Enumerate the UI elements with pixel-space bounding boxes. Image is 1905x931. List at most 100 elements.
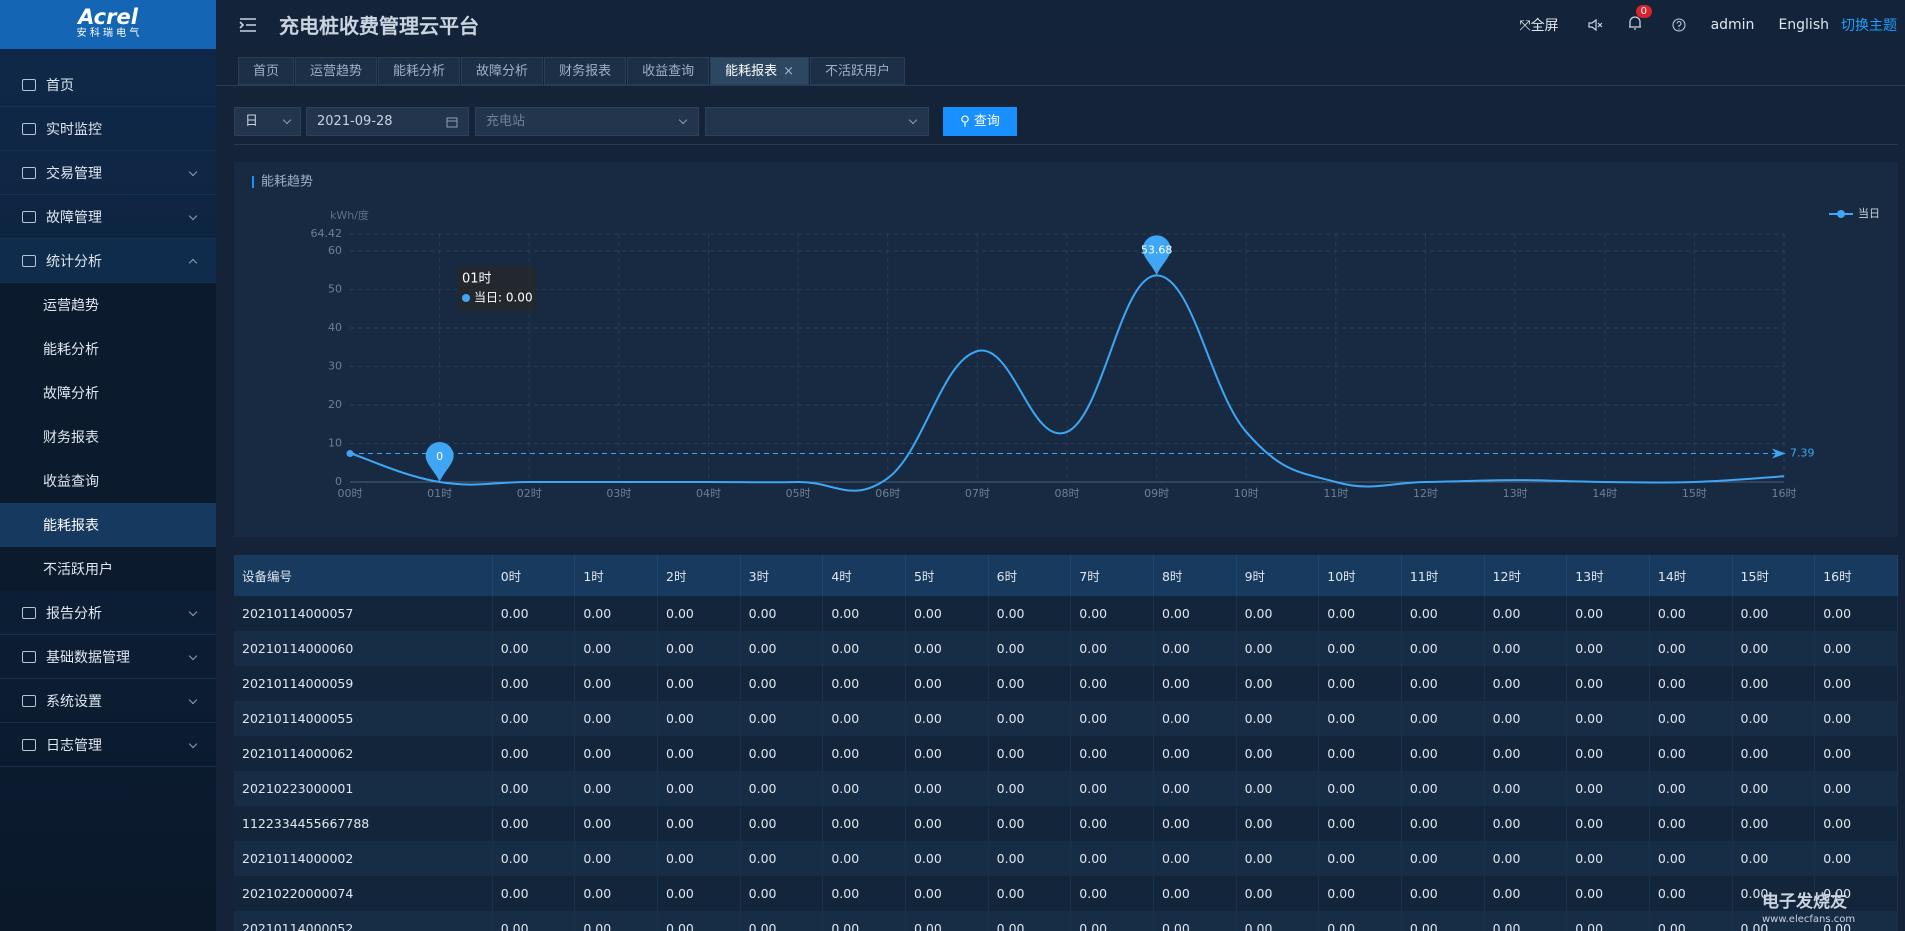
submenu-item[interactable]: 故障分析 [0, 371, 216, 415]
column-header: 设备编号 [234, 555, 493, 596]
legend-dot [1837, 210, 1845, 218]
column-header: 7时 [1070, 555, 1154, 596]
table-cell: 20210114000062 [234, 736, 493, 771]
table-cell: 0.00 [1649, 666, 1733, 701]
table-cell: 0.00 [822, 666, 906, 701]
mark-pin [425, 442, 454, 482]
table-cell: 0.00 [1236, 596, 1320, 631]
column-header: 8时 [1153, 555, 1237, 596]
table-cell: 0.00 [1814, 841, 1898, 876]
menu-item[interactable]: 交易管理 [0, 151, 216, 195]
table-cell: 0.00 [1732, 911, 1816, 931]
menu-item[interactable]: 基础数据管理 [0, 635, 216, 679]
table-cell: 0.00 [905, 666, 989, 701]
y-tick-label: 10 [328, 437, 342, 450]
menu-item[interactable]: 故障管理 [0, 195, 216, 239]
table-cell: 0.00 [1566, 771, 1650, 806]
period-select[interactable]: 日 [234, 107, 301, 136]
table-cell: 0.00 [1484, 911, 1568, 931]
logo[interactable]: Acrel 安 科 瑞 电 气 [0, 0, 216, 49]
table-cell: 0.00 [657, 771, 741, 806]
table-cell: 0.00 [1318, 876, 1402, 911]
tab[interactable]: 能耗分析 [378, 57, 461, 85]
table-cell: 0.00 [1236, 736, 1320, 771]
app-title: 充电桩收费管理云平台 [279, 14, 479, 38]
tab[interactable]: 故障分析 [461, 57, 544, 85]
query-button[interactable]: ⚲ 查询 [943, 107, 1017, 136]
menu-item[interactable]: 日志管理 [0, 723, 216, 767]
column-header: 13时 [1566, 555, 1650, 596]
table-cell: 0.00 [1566, 911, 1650, 931]
submenu-item[interactable]: 财务报表 [0, 415, 216, 459]
tooltip-title: 01时 [462, 272, 492, 287]
menu-icon [22, 210, 36, 223]
table-cell: 0.00 [492, 911, 576, 931]
table-cell: 0.00 [657, 596, 741, 631]
table-cell: 0.00 [1236, 841, 1320, 876]
submenu-item[interactable]: 能耗报表 [0, 503, 216, 547]
fullscreen[interactable]: ⤧全屏 [1519, 17, 1559, 34]
date-input[interactable]: 2021-09-28 [306, 107, 469, 136]
table-cell: 0.00 [1318, 806, 1402, 841]
table-cell: 0.00 [1153, 876, 1237, 911]
table-row: 20210223000001 0.00 0.00 0.00 0.00 0.00 0.00 0.… [234, 771, 1898, 806]
table-cell: 0.00 [1814, 806, 1898, 841]
period: 日 [245, 114, 259, 129]
mute-icon[interactable] [1587, 17, 1605, 33]
submenu-item[interactable]: 运营趋势 [0, 283, 216, 327]
theme-switch[interactable]: 切换主题 [1841, 17, 1897, 34]
table-cell: 0.00 [988, 806, 1072, 841]
menu-toggle[interactable] [239, 17, 259, 33]
table-cell: 0.00 [1236, 806, 1320, 841]
table-cell: 0.00 [1566, 841, 1650, 876]
table-cell: 0.00 [1401, 631, 1485, 666]
table-cell: 0.00 [574, 631, 659, 666]
tab-label: 财务报表 [559, 64, 612, 79]
column-header: 15时 [1732, 555, 1816, 596]
device-select[interactable] [705, 107, 929, 136]
table-cell: 0.00 [492, 631, 576, 666]
table-cell: 0.00 [740, 771, 824, 806]
tab-label: 收益查询 [642, 64, 695, 79]
column-header: 1时 [574, 555, 659, 596]
table-cell: 0.00 [1318, 911, 1402, 931]
tab[interactable]: 能耗报表 × [710, 57, 810, 85]
y-tick-label: 60 [328, 244, 342, 257]
tab[interactable]: 收益查询 [627, 57, 710, 85]
menu-item[interactable]: 统计分析 [0, 239, 216, 283]
table-cell: 0.00 [1070, 841, 1154, 876]
table-cell: 0.00 [905, 806, 989, 841]
data-table: 设备编号 0时 1时 2时 3时 4时 5时 6时 7时 8时 9时 10时 11时 12时 13时 14时 1… [234, 555, 1898, 931]
tab-label: 能耗分析 [393, 64, 446, 79]
menu-item[interactable]: 报告分析 [0, 591, 216, 635]
table-cell: 0.00 [1153, 631, 1237, 666]
submenu-item[interactable]: 能耗分析 [0, 327, 216, 371]
series-line [349, 274, 1785, 492]
menu-label: 首页 [46, 77, 74, 94]
table-cell: 20210114000057 [234, 596, 493, 631]
station-select[interactable]: 充电站 [475, 107, 699, 136]
menu-icon [22, 694, 36, 707]
submenu-item[interactable]: 收益查询 [0, 459, 216, 503]
table-cell: 0.00 [1401, 701, 1485, 736]
table-cell: 0.00 [657, 911, 741, 931]
help-icon[interactable] [1671, 17, 1687, 33]
table-cell: 0.00 [1649, 841, 1733, 876]
tab[interactable]: 运营趋势 [295, 57, 378, 85]
tab[interactable]: 财务报表 [544, 57, 627, 85]
notifications[interactable]: 0 [1627, 4, 1652, 35]
menu-item[interactable]: 首页 [0, 63, 216, 107]
x-tick-label: 16时 [1772, 487, 1797, 500]
table-cell: 0.00 [1732, 806, 1816, 841]
language[interactable]: English [1778, 16, 1829, 33]
tab[interactable]: 不活跃用户 [810, 57, 906, 85]
tab[interactable]: 首页 [238, 57, 295, 85]
table-cell: 20210220000074 [234, 876, 493, 911]
tab-close[interactable]: × [783, 64, 795, 79]
table-cell: 0.00 [1236, 876, 1320, 911]
user[interactable]: admin [1710, 16, 1755, 33]
menu-item[interactable]: 系统设置 [0, 679, 216, 723]
submenu-item[interactable]: 不活跃用户 [0, 547, 216, 591]
menu-item[interactable]: 实时监控 [0, 107, 216, 151]
table-cell: 0.00 [1649, 876, 1733, 911]
